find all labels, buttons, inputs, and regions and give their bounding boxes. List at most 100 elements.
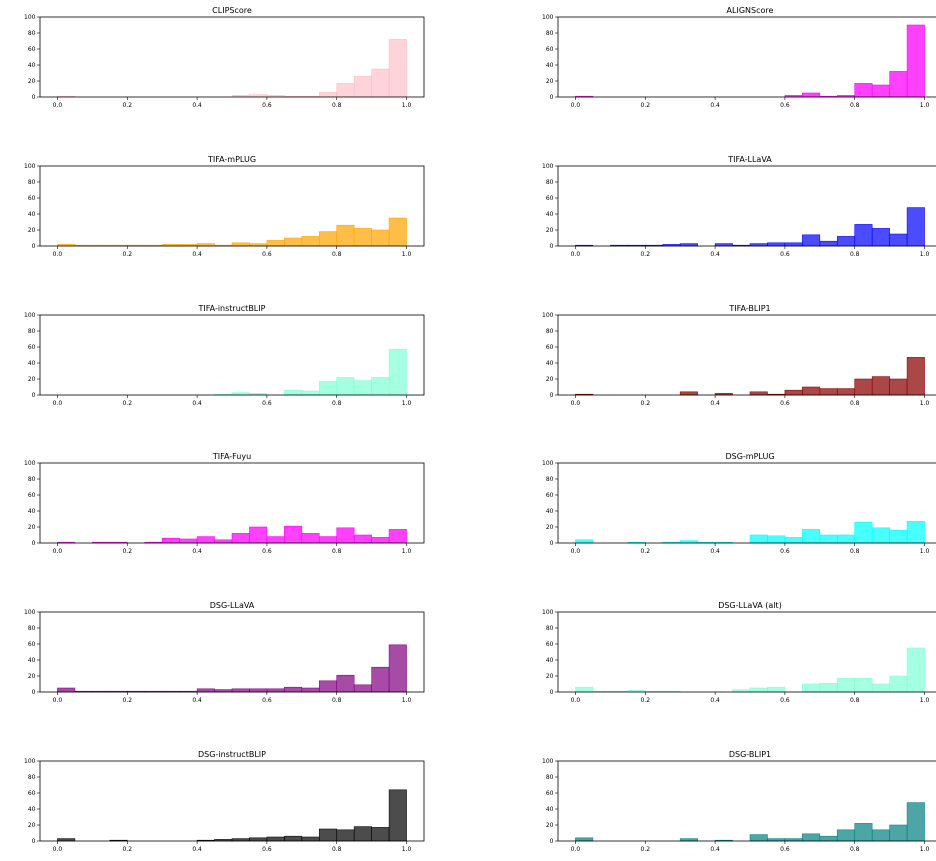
y-tick-label: 60: [546, 195, 554, 202]
histogram-bar: [784, 537, 803, 544]
y-tick-label: 40: [546, 508, 554, 515]
histogram-panel: TIFA-LLaVA 0 20 40 60 80 100 0.0 0.2 0.4 0.6 0.8 1.0: [542, 155, 936, 258]
histogram-bar: [353, 535, 372, 544]
x-tick-label: 0.2: [640, 251, 650, 258]
axes-frame: [557, 16, 936, 98]
histogram-bar: [371, 376, 390, 395]
histogram-bar: [249, 688, 268, 693]
histogram-bar: [889, 378, 908, 395]
histogram-bar: [196, 536, 215, 544]
y-tick-label: 20: [546, 524, 554, 531]
y-tick-label: 0: [550, 540, 554, 547]
histogram-bar: [318, 828, 338, 842]
histogram-bar: [854, 223, 873, 247]
x-tick-label: 1.0: [920, 846, 930, 853]
histogram-bar: [854, 678, 873, 693]
histogram-bar: [266, 688, 285, 693]
histogram-bar: [353, 75, 372, 98]
histogram-bar: [802, 833, 821, 842]
y-tick-label: 40: [28, 508, 36, 515]
histogram-bar: [575, 837, 594, 842]
chart-title: TIFA-Fuyu: [212, 452, 251, 461]
histogram-bar: [318, 91, 338, 98]
histogram-bar: [284, 237, 303, 247]
y-tick-label: 40: [546, 62, 554, 69]
y-tick-label: 0: [32, 94, 36, 101]
x-tick-label: 0.8: [850, 548, 860, 555]
histogram-bar: [371, 68, 390, 98]
x-tick-label: 1.0: [402, 400, 412, 407]
histogram-bar: [802, 92, 821, 98]
histogram-bar: [749, 834, 768, 842]
y-tick-label: 80: [546, 328, 554, 335]
x-tick-label: 0.2: [122, 251, 132, 258]
histogram-bar: [906, 356, 925, 395]
histogram-panel: DSG-instructBLIP 0 20 40 60 80 100 0.0 0.2 0.4 0.6…: [24, 750, 425, 853]
axes-frame: [557, 760, 936, 842]
histogram-bar: [767, 242, 786, 247]
histogram-bar: [906, 24, 925, 98]
histogram-bar: [284, 389, 303, 395]
x-tick-label: 0.2: [122, 697, 132, 704]
y-tick-label: 0: [32, 243, 36, 250]
histogram-bar: [854, 522, 873, 544]
chart-title: DSG-BLIP1: [729, 750, 771, 759]
x-tick-label: 0.8: [850, 846, 860, 853]
histogram-bar: [784, 242, 803, 247]
histogram-bar: [889, 71, 908, 98]
x-tick-label: 0.2: [640, 102, 650, 109]
y-tick-label: 0: [550, 94, 554, 101]
histogram-bar: [906, 521, 925, 544]
histogram-bar: [906, 207, 925, 247]
histogram-bar: [318, 380, 338, 395]
histogram-bar: [836, 535, 856, 544]
histogram-bar: [767, 687, 786, 693]
histogram-bar: [336, 675, 355, 693]
x-tick-label: 0.6: [780, 400, 790, 407]
histogram-panel: TIFA-Fuyu 0 20 40 60 80 100 0.0 0.2 0.4 0.6 0.8 1.0: [24, 452, 425, 555]
x-tick-label: 0.4: [710, 251, 720, 258]
x-tick-label: 0.4: [192, 400, 202, 407]
y-tick-label: 40: [28, 806, 36, 813]
chart-title: TIFA-instructBLIP: [198, 304, 266, 313]
histogram-panel: DSG-mPLUG 0 20 40 60 80 100 0.0 0.2 0.4 0.6 0.8 1.0: [542, 452, 936, 555]
y-tick-label: 100: [24, 163, 36, 170]
x-tick-label: 0.4: [710, 102, 720, 109]
y-tick-label: 0: [550, 392, 554, 399]
histogram-panel: DSG-LLaVA (alt) 0 20 40 60 80 100 0.0 0.2 0.4 0.6 0…: [542, 601, 936, 704]
y-tick-label: 0: [32, 540, 36, 547]
x-tick-label: 0.0: [571, 400, 581, 407]
histogram-bar: [318, 536, 338, 544]
axes-frame: [39, 462, 425, 544]
histogram-bar: [179, 539, 198, 544]
y-tick-label: 40: [546, 657, 554, 664]
histogram-bar: [371, 537, 390, 544]
histogram-bar: [301, 235, 320, 247]
y-tick-label: 60: [546, 492, 554, 499]
x-tick-label: 0.8: [332, 251, 342, 258]
histogram-bar: [889, 675, 908, 693]
histogram-bar: [301, 390, 320, 395]
x-tick-label: 1.0: [920, 251, 930, 258]
y-tick-label: 100: [24, 460, 36, 467]
x-tick-label: 0.0: [53, 846, 63, 853]
histogram-bar: [575, 539, 594, 544]
x-tick-label: 1.0: [402, 548, 412, 555]
x-tick-label: 0.4: [192, 548, 202, 555]
histogram-bar: [767, 535, 786, 544]
x-tick-label: 0.2: [640, 548, 650, 555]
y-tick-label: 20: [28, 227, 36, 234]
histogram-panel: DSG-LLaVA 0 20 40 60 80 100 0.0 0.2 0.4 0.6 0.8 1.0: [24, 601, 425, 704]
chart-title: TIFA-BLIP1: [728, 304, 770, 313]
histogram-bar: [161, 538, 180, 544]
axes-frame: [39, 314, 425, 395]
x-tick-label: 1.0: [402, 697, 412, 704]
histogram-bar: [819, 387, 838, 395]
histogram-bar: [57, 687, 76, 693]
y-tick-label: 100: [542, 609, 554, 616]
histogram-bar: [353, 379, 372, 395]
chart-title: TIFA-LLaVA: [727, 155, 772, 164]
histogram-bar: [749, 391, 768, 395]
bars: [57, 789, 407, 842]
bars: [57, 217, 407, 247]
